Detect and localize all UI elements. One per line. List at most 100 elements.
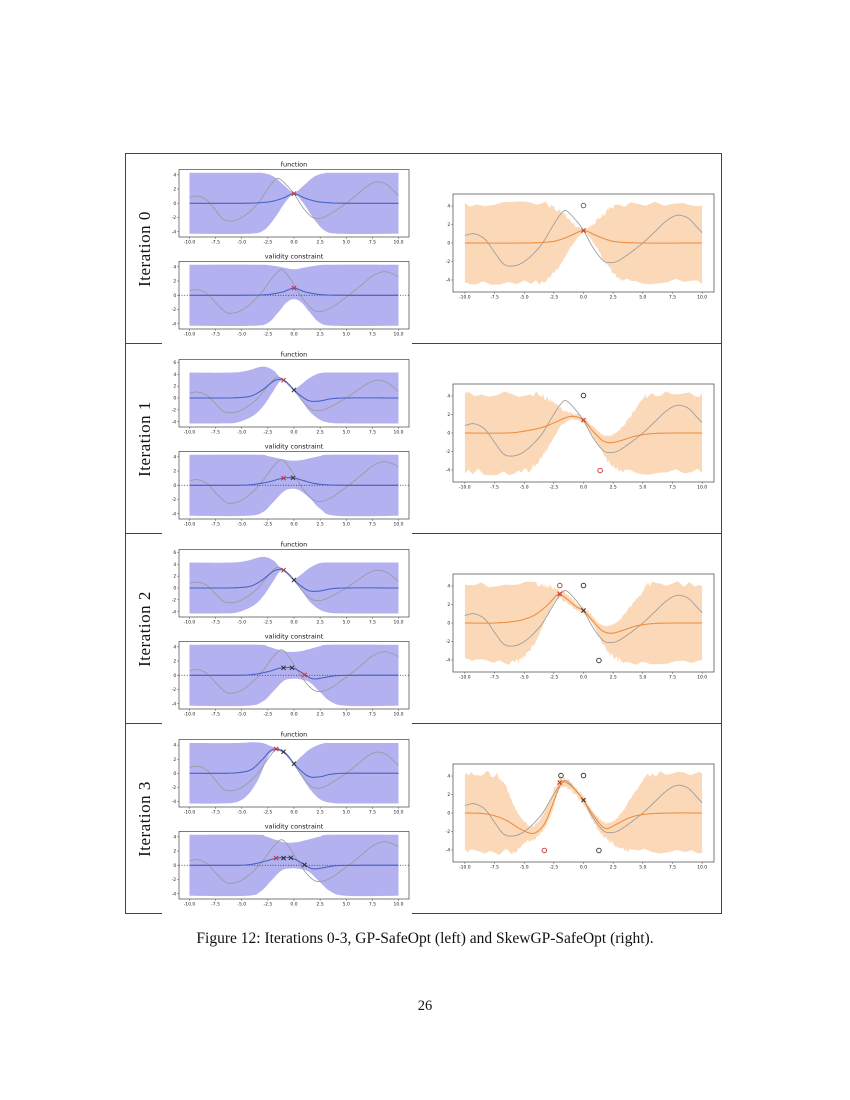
svg-text:-2.5: -2.5 bbox=[263, 711, 272, 717]
svg-text:-2.5: -2.5 bbox=[263, 809, 272, 815]
svg-text:0.0: 0.0 bbox=[290, 901, 297, 907]
svg-text:-4: -4 bbox=[172, 701, 177, 707]
svg-text:5.0: 5.0 bbox=[639, 484, 646, 490]
svg-text:-2.5: -2.5 bbox=[549, 294, 558, 300]
svg-text:7.5: 7.5 bbox=[369, 331, 376, 337]
svg-text:5.0: 5.0 bbox=[343, 901, 350, 907]
svg-text:function: function bbox=[281, 161, 308, 169]
svg-text:-2.5: -2.5 bbox=[263, 521, 272, 527]
svg-text:0.0: 0.0 bbox=[580, 484, 587, 490]
gp-constraint-plot: -10.0 -7.5 -5.0 -2.5 0.0 2.5 5.0 7.5 10.0 -4 -2 0 2 4… bbox=[162, 442, 412, 534]
svg-text:-7.5: -7.5 bbox=[490, 294, 499, 300]
skewgp-plot: -10.0 -7.5 -5.0 -2.5 0.0 2.5 5.0 7.5 10.0 -4 -2 0 2 4 bbox=[436, 378, 718, 500]
svg-text:-5.0: -5.0 bbox=[237, 711, 246, 717]
svg-text:-2.5: -2.5 bbox=[549, 484, 558, 490]
gp-function-plot: -10.0 -7.5 -5.0 -2.5 0.0 2.5 5.0 7.5 10.0 -4 -2 0 2 4… bbox=[162, 730, 412, 822]
svg-text:-4: -4 bbox=[172, 321, 177, 327]
svg-text:4: 4 bbox=[173, 562, 176, 568]
svg-text:-5.0: -5.0 bbox=[520, 484, 529, 490]
iteration-row-1: Iteration 1 -10.0 -7.5 -5.0 -2.5 0.0 2.5 5.0 7.… bbox=[126, 344, 721, 534]
iteration-row-0: Iteration 0 -10.0 -7.5 -5.0 -2.5 0.0 2.5 5.0 7.… bbox=[126, 154, 721, 344]
svg-text:0.0: 0.0 bbox=[580, 674, 587, 680]
svg-text:7.5: 7.5 bbox=[669, 864, 676, 870]
svg-text:0: 0 bbox=[447, 621, 450, 627]
svg-text:-4: -4 bbox=[172, 799, 177, 805]
iteration-label-text: Iteration 1 bbox=[135, 400, 154, 477]
svg-text:2: 2 bbox=[447, 602, 450, 608]
svg-text:2: 2 bbox=[447, 412, 450, 418]
svg-text:-7.5: -7.5 bbox=[211, 809, 220, 815]
svg-text:-7.5: -7.5 bbox=[211, 429, 220, 435]
svg-text:4: 4 bbox=[447, 774, 450, 780]
svg-text:-2: -2 bbox=[446, 829, 451, 835]
svg-text:7.5: 7.5 bbox=[369, 901, 376, 907]
svg-text:0: 0 bbox=[173, 771, 176, 777]
svg-text:-4: -4 bbox=[446, 468, 451, 474]
svg-text:7.5: 7.5 bbox=[369, 521, 376, 527]
svg-text:4: 4 bbox=[173, 644, 176, 650]
svg-text:2: 2 bbox=[173, 849, 176, 855]
svg-text:0: 0 bbox=[447, 811, 450, 817]
svg-text:-5.0: -5.0 bbox=[237, 239, 246, 245]
svg-text:2: 2 bbox=[173, 384, 176, 390]
svg-text:-7.5: -7.5 bbox=[490, 484, 499, 490]
svg-text:function: function bbox=[281, 541, 308, 549]
svg-text:-2: -2 bbox=[446, 639, 451, 645]
svg-text:0.0: 0.0 bbox=[290, 429, 297, 435]
svg-text:2.5: 2.5 bbox=[317, 711, 324, 717]
svg-text:10.0: 10.0 bbox=[394, 521, 404, 527]
svg-text:-10.0: -10.0 bbox=[184, 809, 196, 815]
iteration-row-3: Iteration 3 -10.0 -7.5 -5.0 -2.5 0.0 2.5 5.0 7.… bbox=[126, 724, 721, 914]
svg-text:5.0: 5.0 bbox=[343, 429, 350, 435]
svg-text:5.0: 5.0 bbox=[343, 809, 350, 815]
svg-text:5.0: 5.0 bbox=[343, 239, 350, 245]
iteration-label: Iteration 1 bbox=[130, 344, 160, 533]
svg-text:-5.0: -5.0 bbox=[520, 674, 529, 680]
svg-text:-4: -4 bbox=[446, 278, 451, 284]
svg-text:-7.5: -7.5 bbox=[211, 711, 220, 717]
svg-text:-2.5: -2.5 bbox=[263, 901, 272, 907]
svg-text:2.5: 2.5 bbox=[317, 239, 324, 245]
svg-text:4: 4 bbox=[447, 584, 450, 590]
svg-text:5.0: 5.0 bbox=[639, 864, 646, 870]
svg-text:4: 4 bbox=[173, 834, 176, 840]
svg-text:10.0: 10.0 bbox=[697, 484, 707, 490]
svg-text:2: 2 bbox=[173, 187, 176, 193]
svg-text:7.5: 7.5 bbox=[369, 429, 376, 435]
iteration-label: Iteration 2 bbox=[130, 534, 160, 723]
svg-text:-2.5: -2.5 bbox=[549, 674, 558, 680]
svg-text:-7.5: -7.5 bbox=[211, 619, 220, 625]
svg-text:5.0: 5.0 bbox=[343, 521, 350, 527]
svg-text:2: 2 bbox=[173, 469, 176, 475]
gp-function-plot: -10.0 -7.5 -5.0 -2.5 0.0 2.5 5.0 7.5 10.0 -4 -2 0 2 4… bbox=[162, 350, 412, 442]
svg-text:-5.0: -5.0 bbox=[237, 521, 246, 527]
svg-text:-2.5: -2.5 bbox=[263, 429, 272, 435]
svg-text:2.5: 2.5 bbox=[317, 809, 324, 815]
svg-text:validity constraint: validity constraint bbox=[265, 823, 324, 831]
svg-text:2.5: 2.5 bbox=[610, 484, 617, 490]
svg-text:-2.5: -2.5 bbox=[263, 239, 272, 245]
svg-text:10.0: 10.0 bbox=[394, 429, 404, 435]
svg-text:0.0: 0.0 bbox=[580, 864, 587, 870]
gp-function-plot: -10.0 -7.5 -5.0 -2.5 0.0 2.5 5.0 7.5 10.0 -4 -2 0 2 4… bbox=[162, 540, 412, 632]
svg-text:10.0: 10.0 bbox=[697, 294, 707, 300]
svg-text:validity constraint: validity constraint bbox=[265, 633, 324, 641]
skewgp-plot: -10.0 -7.5 -5.0 -2.5 0.0 2.5 5.0 7.5 10.0 -4 -2 0 2 4 bbox=[436, 568, 718, 690]
svg-text:0.0: 0.0 bbox=[290, 711, 297, 717]
svg-text:-2: -2 bbox=[446, 449, 451, 455]
svg-text:-5.0: -5.0 bbox=[237, 331, 246, 337]
svg-text:-7.5: -7.5 bbox=[490, 864, 499, 870]
svg-text:-2: -2 bbox=[446, 259, 451, 265]
svg-text:10.0: 10.0 bbox=[394, 901, 404, 907]
svg-text:validity constraint: validity constraint bbox=[265, 443, 324, 451]
svg-text:-4: -4 bbox=[172, 609, 177, 615]
svg-text:-2.5: -2.5 bbox=[549, 864, 558, 870]
svg-text:2.5: 2.5 bbox=[317, 331, 324, 337]
svg-text:-4: -4 bbox=[446, 658, 451, 664]
svg-text:-10.0: -10.0 bbox=[459, 484, 471, 490]
svg-text:0.0: 0.0 bbox=[580, 294, 587, 300]
iteration-label-text: Iteration 3 bbox=[135, 781, 154, 857]
svg-text:4: 4 bbox=[173, 172, 176, 178]
svg-text:4: 4 bbox=[173, 264, 176, 270]
svg-text:2: 2 bbox=[173, 574, 176, 580]
